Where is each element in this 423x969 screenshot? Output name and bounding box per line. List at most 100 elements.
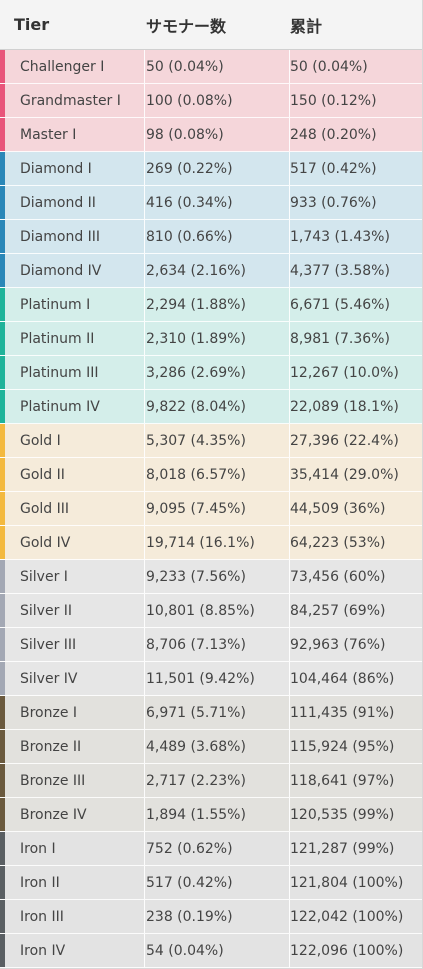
tier-name-cell: Grandmaster I: [0, 84, 145, 117]
tier-name-cell: Bronze II: [0, 730, 145, 763]
tier-color-stripe: [0, 866, 5, 899]
summoner-count-cell: 416 (0.34%): [145, 186, 290, 219]
tier-color-stripe: [0, 390, 5, 423]
summoner-count-cell: 11,501 (9.42%): [145, 662, 290, 695]
tier-color-stripe: [0, 254, 5, 287]
summoner-count-cell: 9,095 (7.45%): [145, 492, 290, 525]
cumulative-cell: 12,267 (10.0%): [290, 364, 399, 381]
table-row: Platinum III 3,286 (2.69%) 12,267 (10.0%): [0, 356, 422, 390]
cumulative-cell: 150 (0.12%): [290, 92, 377, 109]
summoner-count-cell: 752 (0.62%): [145, 832, 290, 865]
cumulative-cell: 118,641 (97%): [290, 772, 395, 789]
tier-name-cell: Bronze I: [0, 696, 145, 729]
tier-color-stripe: [0, 288, 5, 321]
summoner-count-cell: 19,714 (16.1%): [145, 526, 290, 559]
tier-color-stripe: [0, 662, 5, 695]
tier-name-cell: Silver I: [0, 560, 145, 593]
table-row: Gold II 8,018 (6.57%) 35,414 (29.0%): [0, 458, 422, 492]
tier-color-stripe: [0, 900, 5, 933]
tier-color-stripe: [0, 696, 5, 729]
tier-name-cell: Iron IV: [0, 934, 145, 967]
table-row: Diamond I 269 (0.22%) 517 (0.42%): [0, 152, 422, 186]
tier-name-cell: Bronze III: [0, 764, 145, 797]
table-body: Challenger I 50 (0.04%) 50 (0.04%) Grandmas…: [0, 50, 422, 968]
cumulative-cell: 120,535 (99%): [290, 806, 395, 823]
table-row: Bronze II 4,489 (3.68%) 115,924 (95%): [0, 730, 422, 764]
cumulative-cell: 8,981 (7.36%): [290, 330, 390, 347]
summoner-count-cell: 5,307 (4.35%): [145, 424, 290, 457]
summoner-count-cell: 3,286 (2.69%): [145, 356, 290, 389]
header-cumulative: 累計: [290, 16, 323, 36]
tier-color-stripe: [0, 628, 5, 661]
summoner-count-cell: 10,801 (8.85%): [145, 594, 290, 627]
tier-color-stripe: [0, 934, 5, 967]
tier-color-stripe: [0, 764, 5, 797]
tier-name-cell: Platinum III: [0, 356, 145, 389]
summoner-count-cell: 2,310 (1.89%): [145, 322, 290, 355]
tier-color-stripe: [0, 152, 5, 185]
tier-color-stripe: [0, 832, 5, 865]
summoner-count-cell: 50 (0.04%): [145, 50, 290, 83]
cumulative-cell: 50 (0.04%): [290, 58, 368, 75]
tier-name-cell: Gold IV: [0, 526, 145, 559]
summoner-count-cell: 9,233 (7.56%): [145, 560, 290, 593]
summoner-count-cell: 269 (0.22%): [145, 152, 290, 185]
tier-color-stripe: [0, 730, 5, 763]
table-row: Diamond II 416 (0.34%) 933 (0.76%): [0, 186, 422, 220]
table-row: Silver I 9,233 (7.56%) 73,456 (60%): [0, 560, 422, 594]
header-summoner-count: サモナー数: [146, 16, 227, 36]
cumulative-cell: 27,396 (22.4%): [290, 432, 399, 449]
tier-name-cell: Diamond III: [0, 220, 145, 253]
summoner-count-cell: 8,706 (7.13%): [145, 628, 290, 661]
table-header: Tier サモナー数 累計: [0, 0, 422, 50]
cumulative-cell: 1,743 (1.43%): [290, 228, 390, 245]
cumulative-cell: 64,223 (53%): [290, 534, 386, 551]
summoner-count-cell: 238 (0.19%): [145, 900, 290, 933]
cumulative-cell: 122,096 (100%): [290, 942, 404, 959]
table-row: Platinum I 2,294 (1.88%) 6,671 (5.46%): [0, 288, 422, 322]
summoner-count-cell: 9,822 (8.04%): [145, 390, 290, 423]
tier-name-cell: Diamond II: [0, 186, 145, 219]
summoner-count-cell: 100 (0.08%): [145, 84, 290, 117]
tier-name-cell: Silver III: [0, 628, 145, 661]
summoner-count-cell: 6,971 (5.71%): [145, 696, 290, 729]
table-row: Diamond IV 2,634 (2.16%) 4,377 (3.58%): [0, 254, 422, 288]
cumulative-cell: 248 (0.20%): [290, 126, 377, 143]
table-row: Master I 98 (0.08%) 248 (0.20%): [0, 118, 422, 152]
tier-name-cell: Diamond I: [0, 152, 145, 185]
cumulative-cell: 115,924 (95%): [290, 738, 395, 755]
cumulative-cell: 22,089 (18.1%): [290, 398, 399, 415]
tier-name-cell: Platinum II: [0, 322, 145, 355]
tier-color-stripe: [0, 798, 5, 831]
tier-name-cell: Gold I: [0, 424, 145, 457]
table-row: Iron I 752 (0.62%) 121,287 (99%): [0, 832, 422, 866]
tier-color-stripe: [0, 84, 5, 117]
tier-color-stripe: [0, 356, 5, 389]
cumulative-cell: 44,509 (36%): [290, 500, 386, 517]
tier-name-cell: Iron II: [0, 866, 145, 899]
table-row: Diamond III 810 (0.66%) 1,743 (1.43%): [0, 220, 422, 254]
cumulative-cell: 517 (0.42%): [290, 160, 377, 177]
cumulative-cell: 104,464 (86%): [290, 670, 395, 687]
cumulative-cell: 933 (0.76%): [290, 194, 377, 211]
summoner-count-cell: 2,717 (2.23%): [145, 764, 290, 797]
tier-name-cell: Bronze IV: [0, 798, 145, 831]
tier-color-stripe: [0, 50, 5, 83]
tier-color-stripe: [0, 424, 5, 457]
table-row: Silver II 10,801 (8.85%) 84,257 (69%): [0, 594, 422, 628]
tier-color-stripe: [0, 594, 5, 627]
tier-name-cell: Silver II: [0, 594, 145, 627]
header-tier: Tier: [14, 15, 50, 34]
tier-color-stripe: [0, 186, 5, 219]
cumulative-cell: 111,435 (91%): [290, 704, 395, 721]
tier-color-stripe: [0, 560, 5, 593]
tier-color-stripe: [0, 118, 5, 151]
table-row: Gold III 9,095 (7.45%) 44,509 (36%): [0, 492, 422, 526]
table-row: Platinum II 2,310 (1.89%) 8,981 (7.36%): [0, 322, 422, 356]
table-row: Bronze III 2,717 (2.23%) 118,641 (97%): [0, 764, 422, 798]
table-row: Gold I 5,307 (4.35%) 27,396 (22.4%): [0, 424, 422, 458]
summoner-count-cell: 2,294 (1.88%): [145, 288, 290, 321]
cumulative-cell: 122,042 (100%): [290, 908, 404, 925]
tier-name-cell: Gold II: [0, 458, 145, 491]
